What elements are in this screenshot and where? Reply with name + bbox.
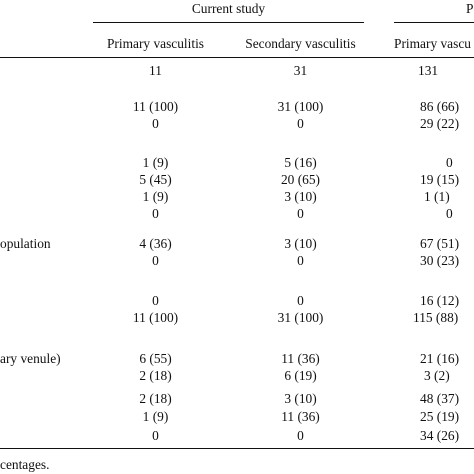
table-cell: 3 (10) — [284, 391, 317, 406]
table-cell: 11 (36) — [281, 351, 320, 366]
table-cell: 11 (36) — [281, 409, 320, 424]
table-cell: 1 (1) — [424, 189, 450, 204]
table-cell: 11 (100) — [132, 310, 179, 325]
rule-under-previous-study — [394, 22, 474, 23]
table-cell: 5 (16) — [284, 155, 317, 170]
table-cell: 20 (65) — [280, 172, 321, 187]
table-footnote: centages. — [0, 457, 50, 472]
table-cell: 16 (12) — [420, 293, 460, 308]
table-cell: 48 (37) — [420, 391, 460, 406]
table-cell: 3 (10) — [284, 189, 317, 204]
table-cell: 30 (23) — [420, 253, 460, 268]
table-cell: 0 — [446, 206, 453, 221]
table-cell: 6 (55) — [139, 351, 172, 366]
column-header-secondary-vasculitis: Secondary vasculitis — [245, 36, 356, 51]
table-cell: 115 (88) — [413, 310, 459, 325]
table-cell: 5 (45) — [139, 172, 172, 187]
column-header-primary-vasculitis: Primary vasculitis — [106, 36, 205, 51]
rule-table-bottom — [0, 448, 474, 449]
table-cell: 31 (100) — [277, 310, 324, 325]
row-label-venule: ary venule) — [0, 351, 61, 366]
table-cell: 67 (51) — [420, 236, 460, 251]
table-cell: 34 (26) — [420, 428, 460, 443]
table-cell: 86 (66) — [420, 99, 460, 114]
table-cell: 31 — [293, 63, 308, 78]
table-cell: 3 (10) — [284, 236, 317, 251]
table-cell: 0 — [152, 293, 159, 308]
table-cell: 0 — [297, 206, 304, 221]
table-cell: 2 (18) — [139, 391, 172, 406]
table-cell: 4 (36) — [139, 236, 172, 251]
column-header-primary-vasculitis-previous: Primary vascu — [394, 36, 471, 51]
table-cell: 1 (9) — [142, 155, 169, 170]
table-cell: 0 — [297, 428, 304, 443]
row-label-population: opulation — [0, 236, 51, 251]
table-cell: 11 — [149, 63, 162, 78]
table-cell: 11 (100) — [132, 99, 179, 114]
table-cell: 21 (16) — [420, 351, 460, 366]
table-cell: 19 (15) — [420, 172, 460, 187]
table-cell: 0 — [297, 293, 304, 308]
table-cell: 1 (9) — [142, 189, 169, 204]
table-cell: 2 (18) — [139, 368, 172, 383]
table-cell: 1 (9) — [142, 409, 169, 424]
rule-under-current-study — [93, 22, 364, 23]
table-cell: 0 — [297, 253, 304, 268]
table-cell: 6 (19) — [284, 368, 317, 383]
table-cell: 0 — [152, 253, 159, 268]
table-cell: 0 — [446, 155, 453, 170]
table-cell: 131 — [418, 63, 439, 78]
table-cell: 0 — [152, 206, 159, 221]
table-cell: 0 — [152, 428, 159, 443]
group-header-current-study: Current study — [191, 1, 266, 16]
table-cell: 3 (2) — [424, 368, 450, 383]
table-cell: 31 (100) — [277, 99, 324, 114]
rule-under-column-headers — [0, 57, 474, 58]
group-header-previous-study: P — [466, 1, 474, 16]
table-cell: 0 — [152, 116, 159, 131]
table-cell: 0 — [297, 116, 304, 131]
table-cell: 29 (22) — [420, 116, 460, 131]
table-cell: 25 (19) — [420, 409, 460, 424]
